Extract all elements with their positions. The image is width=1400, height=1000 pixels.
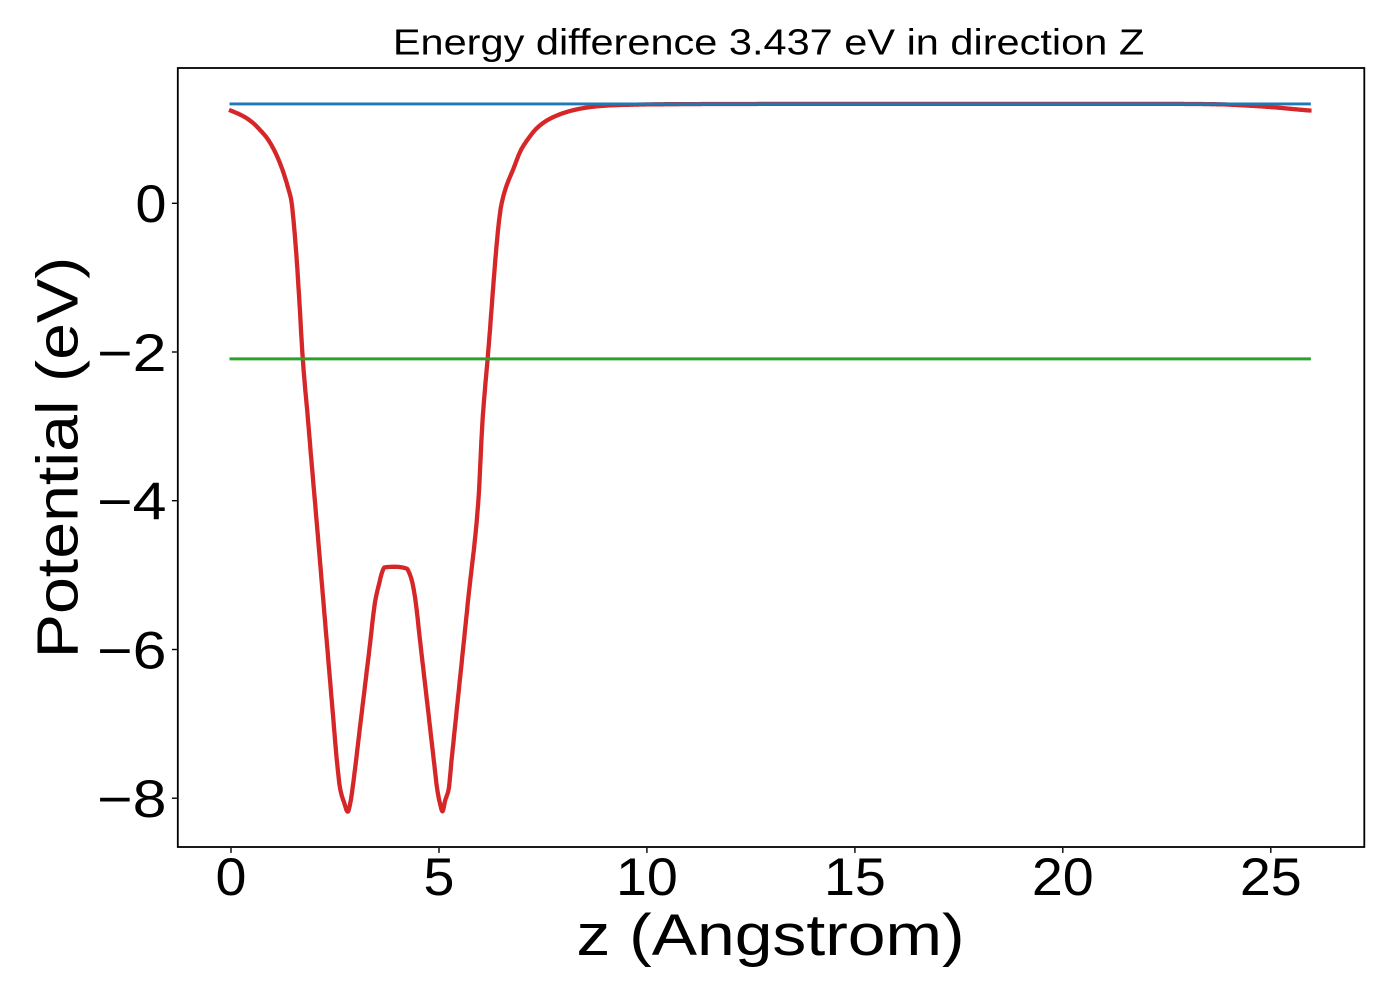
svg-text:Energy difference 3.437 eV in: Energy difference 3.437 eV in direction … [393,23,1144,63]
svg-text:0: 0 [136,176,167,234]
svg-text:20: 20 [1032,849,1094,907]
svg-text:−2: −2 [97,325,166,383]
svg-text:−6: −6 [97,622,166,680]
svg-text:0: 0 [216,849,247,907]
svg-text:−4: −4 [97,473,166,531]
svg-text:25: 25 [1240,849,1302,907]
svg-text:Potential (eV): Potential (eV) [25,257,91,659]
svg-text:15: 15 [824,849,886,907]
svg-text:−8: −8 [97,771,166,829]
svg-text:10: 10 [616,849,678,907]
svg-text:5: 5 [424,849,455,907]
svg-text:z (Angstrom): z (Angstrom) [576,903,964,968]
